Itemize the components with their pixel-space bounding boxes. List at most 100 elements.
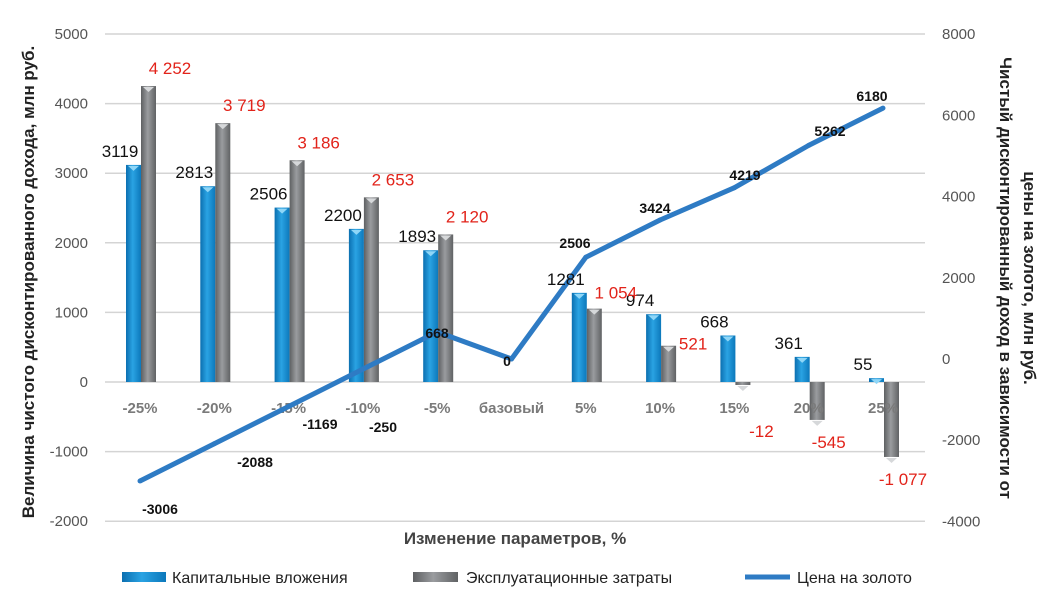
legend-item-operating: Эксплуатационные затраты <box>413 570 672 587</box>
x-tick-label: 25% <box>868 400 898 417</box>
bar-cap-highlight <box>202 187 214 193</box>
gold-price-point <box>806 142 812 148</box>
capital-data-label: 1893 <box>398 227 436 246</box>
bar-cap-highlight <box>217 124 229 130</box>
capital-data-label: 1281 <box>547 270 585 289</box>
legend-label-capital: Капитальные вложения <box>172 570 348 587</box>
bars <box>126 86 899 463</box>
bar-cap-highlight <box>143 87 154 93</box>
bar-cap-highlight <box>663 346 675 352</box>
operating-bar <box>438 234 454 382</box>
bar-cap-highlight <box>128 165 139 171</box>
left-tick-label: 2000 <box>55 235 88 252</box>
bar-cap-highlight <box>440 235 452 241</box>
capital-bar <box>794 356 810 382</box>
capital-bar <box>646 314 662 382</box>
gold-price-point <box>137 478 143 484</box>
capital-bar <box>274 207 290 382</box>
operating-bar <box>141 86 156 383</box>
gold-price-point <box>434 329 440 335</box>
left-axis-title: Величина чистого дисконтированного доход… <box>19 46 38 519</box>
right-tick-label: 2000 <box>942 270 975 287</box>
left-axis-ticks: 5000 4000 3000 2000 1000 0 -1000 -2000 <box>50 26 88 530</box>
gridlines <box>105 33 925 522</box>
data-labels: 3119 2813 2506 2200 1893 1281 974 668 361 55 4 252… <box>102 59 927 517</box>
left-tick-label: -2000 <box>50 513 88 530</box>
bar-cap-highlight <box>722 336 734 342</box>
x-tick-label: -25% <box>122 400 157 417</box>
legend-swatch-capital <box>122 572 166 582</box>
gold-price-data-label: 4219 <box>729 167 760 183</box>
bar-cap-highlight <box>886 457 897 463</box>
right-tick-label: -2000 <box>942 432 980 449</box>
x-tick-label: базовый <box>479 400 544 417</box>
gold-price-data-label: -3006 <box>142 501 178 517</box>
gold-price-point <box>286 403 292 409</box>
operating-bar <box>809 382 825 420</box>
gold-price-data-label: 0 <box>503 353 511 369</box>
gold-price-point <box>211 441 217 447</box>
right-tick-label: 0 <box>942 351 950 368</box>
legend-label-gold: Цена на золото <box>797 570 912 587</box>
bar-cap-highlight <box>365 198 377 204</box>
operating-data-label: 3 186 <box>297 133 340 152</box>
legend-item-gold: Цена на золото <box>745 570 912 587</box>
gold-price-data-label: -2088 <box>237 454 273 470</box>
capital-bar <box>200 186 216 382</box>
legend: Капитальные вложения Эксплуатационные за… <box>122 570 912 587</box>
operating-bar <box>363 197 379 382</box>
bar-cap-highlight <box>737 386 749 391</box>
capital-bar <box>423 250 439 382</box>
left-tick-label: 0 <box>80 374 88 391</box>
x-tick-label: 5% <box>575 400 597 417</box>
operating-bar <box>735 382 751 385</box>
capital-bar <box>126 164 141 382</box>
left-tick-label: 5000 <box>55 26 88 43</box>
x-tick-label: 20% <box>794 400 824 417</box>
x-tick-label: -5% <box>424 400 451 417</box>
x-tick-label: 15% <box>719 400 749 417</box>
capital-data-label: 361 <box>775 334 803 353</box>
operating-bar <box>215 123 231 383</box>
gold-price-data-label: 5262 <box>814 123 845 139</box>
bar-cap-highlight <box>871 379 882 385</box>
capital-data-label: 2200 <box>324 206 362 225</box>
right-axis-ticks: 8000 6000 4000 2000 0 -2000 -4000 <box>942 26 980 530</box>
right-axis-title-line2: цены на золото, млн руб. <box>1020 171 1039 385</box>
capital-bar <box>348 228 364 382</box>
bar-cap-highlight <box>796 357 808 363</box>
gold-price-point <box>509 356 514 362</box>
gold-price-data-label: -1169 <box>302 416 337 432</box>
capital-bar <box>720 335 736 382</box>
bar-cap-highlight <box>811 420 823 426</box>
x-tick-label: -10% <box>345 400 380 417</box>
legend-label-operating: Эксплуатационные затраты <box>466 570 672 587</box>
operating-bar <box>661 345 677 382</box>
operating-data-label: 2 120 <box>446 207 489 226</box>
bar-cap-highlight <box>276 208 288 214</box>
right-axis-title-line1: Чистый дисконтированный доход в зависимо… <box>996 57 1015 499</box>
operating-bar <box>586 308 602 382</box>
operating-data-label: 2 653 <box>372 170 415 189</box>
capital-data-label: 3119 <box>102 142 139 161</box>
left-tick-label: -1000 <box>50 444 88 461</box>
gold-price-data-label: 2506 <box>559 235 590 251</box>
capital-bar <box>571 292 587 382</box>
gold-price-data-label: 3424 <box>639 200 670 216</box>
left-tick-label: 4000 <box>55 96 88 113</box>
bar-cap-highlight <box>350 229 362 235</box>
gold-price-point <box>731 185 737 191</box>
gold-price-point <box>657 217 663 223</box>
bar-cap-highlight <box>573 293 585 299</box>
bar-cap-highlight <box>648 315 660 321</box>
left-tick-label: 3000 <box>55 165 88 182</box>
right-tick-label: 6000 <box>942 107 975 124</box>
operating-data-label: 521 <box>679 335 707 354</box>
gold-price-line <box>137 105 886 484</box>
operating-data-label: -1 077 <box>879 470 927 489</box>
legend-swatch-operating <box>413 572 458 582</box>
gold-price-data-label: 6180 <box>856 88 887 104</box>
operating-data-label: -545 <box>812 433 846 452</box>
